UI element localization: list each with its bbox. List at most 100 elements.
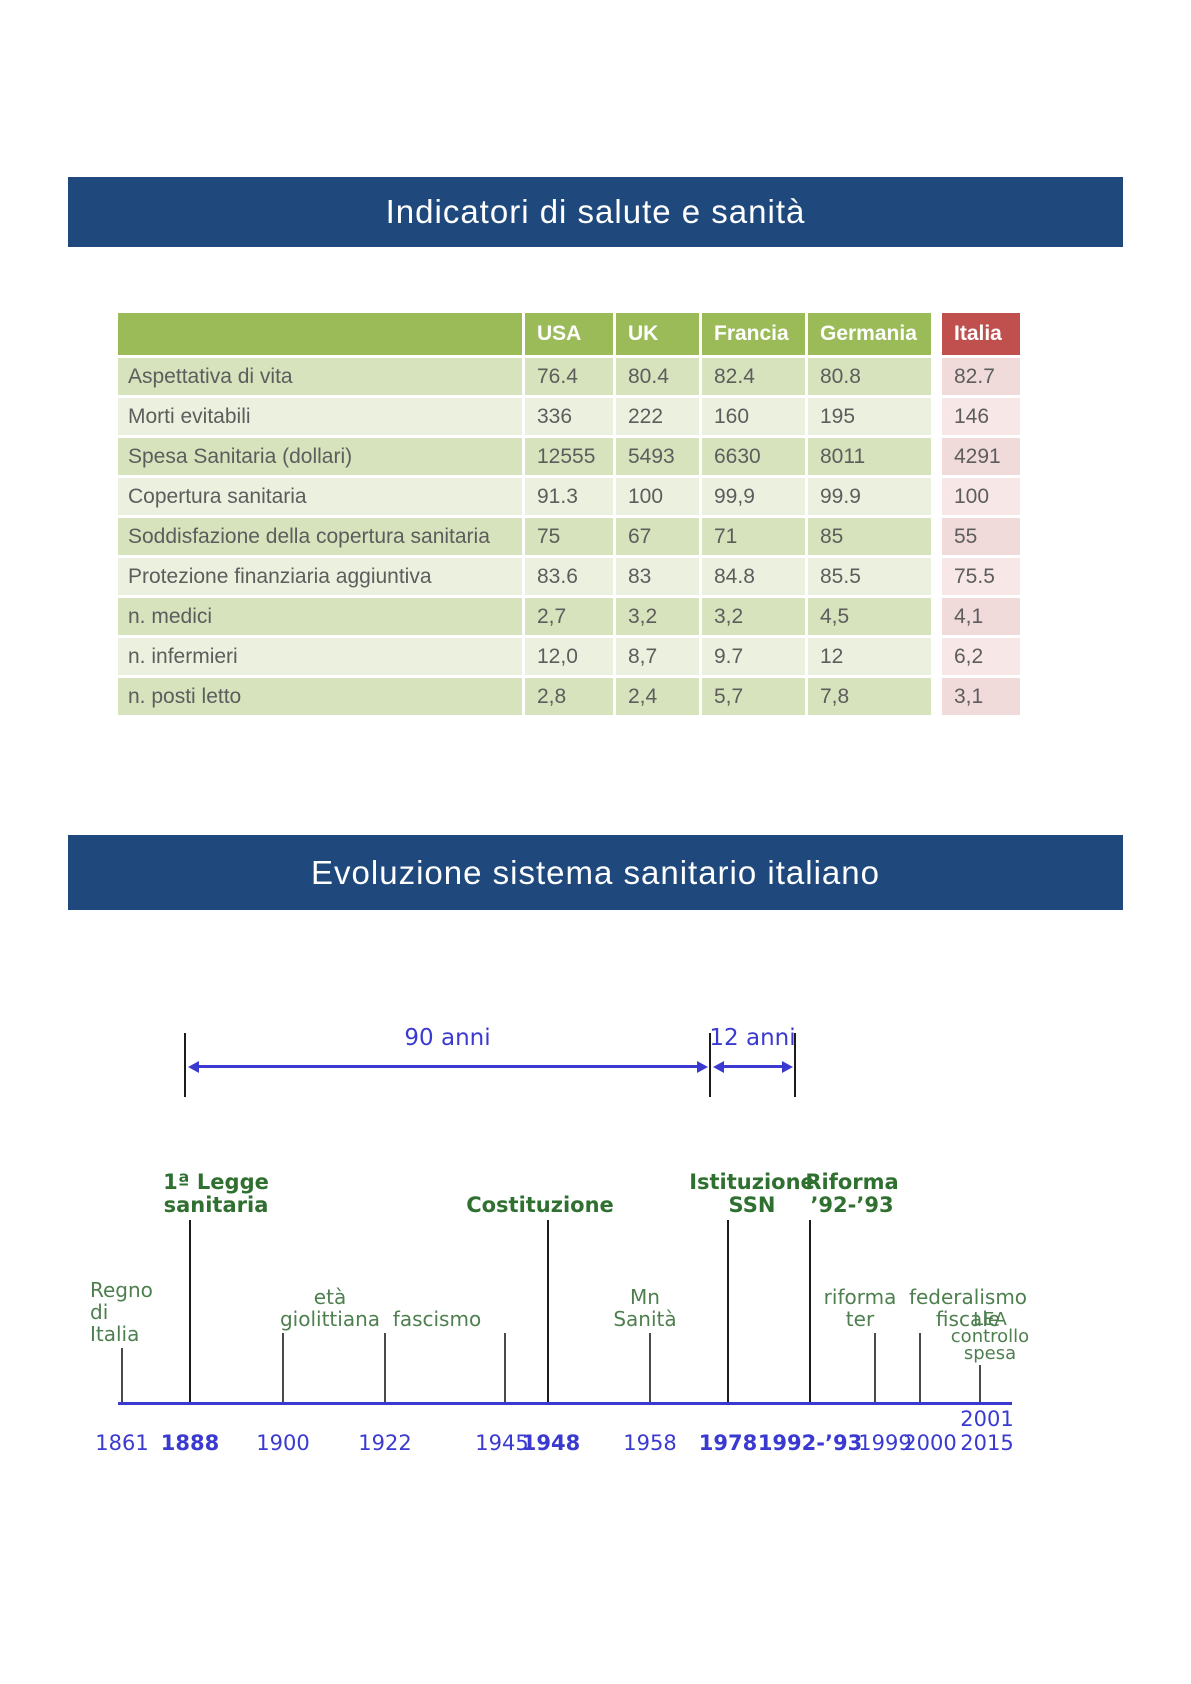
- table-cell-value: 2,4: [616, 678, 699, 715]
- table-cell-value: 12: [808, 638, 931, 675]
- table-cell-value: 3,2: [702, 598, 805, 635]
- table-cell-value: 5493: [616, 438, 699, 475]
- table-cell-value: 4,1: [942, 598, 1020, 635]
- event-tick: [384, 1333, 386, 1404]
- event-label-major: Costituzione: [466, 1193, 614, 1217]
- duration-arrow: [195, 1065, 700, 1068]
- event-label-minor: riforma ter: [823, 1285, 897, 1331]
- event-label-minor: Regno di Italia: [90, 1278, 153, 1346]
- event-label-minor: federalismo fiscale: [908, 1285, 1028, 1331]
- table-cell-value: 6,2: [942, 638, 1020, 675]
- timeline-year: 1888: [160, 1431, 220, 1455]
- event-label-minor: fascismo: [392, 1307, 482, 1331]
- table-row-spacer: [934, 678, 939, 715]
- table-cell-value: 80.4: [616, 358, 699, 395]
- table-row-label: n. infermieri: [118, 638, 522, 675]
- event-label-major: Riforma ’92-’93: [805, 1170, 899, 1217]
- table-column-header-uk: UK: [616, 313, 699, 355]
- timeline-year: 1992-’93: [757, 1431, 863, 1455]
- table-cell-value: 3,1: [942, 678, 1020, 715]
- duration-label: 90 anni: [404, 1025, 491, 1051]
- table-cell-value: 195: [808, 398, 931, 435]
- table-row-label: Aspettativa di vita: [118, 358, 522, 395]
- table-row-spacer: [934, 438, 939, 475]
- timeline-year: 1948: [521, 1431, 581, 1455]
- timeline-year: 1922: [358, 1431, 412, 1455]
- evolution-timeline-diagram: 90 anni 12 anni 1ª Legge sanitaria Costituz…: [75, 955, 1115, 1460]
- event-tick: [282, 1333, 284, 1404]
- event-line: [809, 1220, 811, 1404]
- table-cell-value: 100: [942, 478, 1020, 515]
- event-label-minor: Mn Sanità: [613, 1285, 677, 1331]
- table-row-spacer: [934, 358, 939, 395]
- event-label-minor: LEA controllo spesa: [950, 1309, 1030, 1364]
- table-cell-value: 85.5: [808, 558, 931, 595]
- section1-title: Indicatori di salute e sanità: [385, 193, 806, 230]
- section-banner-evoluzione: Evoluzione sistema sanitario italiano: [68, 835, 1123, 910]
- timeline-year: 1978: [698, 1431, 758, 1455]
- table-cell-value: 12555: [525, 438, 613, 475]
- table-cell-value: 8,7: [616, 638, 699, 675]
- table-row-label: n. posti letto: [118, 678, 522, 715]
- table-header-spacer: [934, 313, 939, 355]
- span-endpoint-bar: [709, 1033, 711, 1097]
- table-cell-value: 75.5: [942, 558, 1020, 595]
- table-row-spacer: [934, 518, 939, 555]
- table-cell-value: 3,2: [616, 598, 699, 635]
- event-tick: [649, 1333, 651, 1404]
- table-cell-value: 71: [702, 518, 805, 555]
- table-cell-value: 2,7: [525, 598, 613, 635]
- arrow-head-left-icon: [713, 1061, 724, 1073]
- table-row-label: Copertura sanitaria: [118, 478, 522, 515]
- timeline-year: 2001: [960, 1407, 1014, 1431]
- table-cell-value: 6630: [702, 438, 805, 475]
- table-cell-value: 84.8: [702, 558, 805, 595]
- table-cell-value: 55: [942, 518, 1020, 555]
- timeline-year: 1861: [95, 1431, 149, 1455]
- table-cell-value: 100: [616, 478, 699, 515]
- table-row-spacer: [934, 398, 939, 435]
- table-row-label: Spesa Sanitaria (dollari): [118, 438, 522, 475]
- event-line: [189, 1220, 191, 1404]
- table-cell-value: 85: [808, 518, 931, 555]
- table-cell-value: 2,8: [525, 678, 613, 715]
- table-row-label: n. medici: [118, 598, 522, 635]
- event-line: [547, 1220, 549, 1404]
- table-column-header-germania: Germania: [808, 313, 931, 355]
- table-row-spacer: [934, 558, 939, 595]
- table-cell-value: 7,8: [808, 678, 931, 715]
- table-cell-value: 8011: [808, 438, 931, 475]
- table-row-spacer: [934, 598, 939, 635]
- span-endpoint-bar: [794, 1033, 796, 1097]
- table-row-label: Protezione finanziaria aggiuntiva: [118, 558, 522, 595]
- table-cell-value: 9.7: [702, 638, 805, 675]
- table-column-header-italia: Italia: [942, 313, 1020, 355]
- event-tick: [874, 1333, 876, 1404]
- event-label-major: Istituzione SSN: [689, 1170, 815, 1217]
- table-cell-value: 83: [616, 558, 699, 595]
- table-cell-value: 67: [616, 518, 699, 555]
- arrow-head-left-icon: [188, 1061, 199, 1073]
- table-cell-value: 75: [525, 518, 613, 555]
- timeline-year: 1999: [858, 1431, 912, 1455]
- event-tick: [979, 1365, 981, 1404]
- section2-title: Evoluzione sistema sanitario italiano: [311, 853, 880, 891]
- timeline-year: 2015: [960, 1431, 1014, 1455]
- table-cell-value: 146: [942, 398, 1020, 435]
- table-cell-value: 99.9: [808, 478, 931, 515]
- table-cell-value: 91.3: [525, 478, 613, 515]
- event-tick: [504, 1333, 506, 1404]
- timeline-year: 1958: [623, 1431, 677, 1455]
- event-label-minor: età giolittiana: [279, 1285, 381, 1331]
- health-indicators-table: USA UK Francia Germania Italia Aspettativa di…: [118, 313, 1020, 715]
- table-corner-cell: [118, 313, 522, 355]
- event-label-major: 1ª Legge sanitaria: [163, 1170, 269, 1217]
- event-tick: [919, 1333, 921, 1404]
- timeline-year: 2000: [903, 1431, 957, 1455]
- timeline-axis: [118, 1402, 1012, 1405]
- table-cell-value: 4291: [942, 438, 1020, 475]
- table-cell-value: 4,5: [808, 598, 931, 635]
- table-cell-value: 83.6: [525, 558, 613, 595]
- duration-arrow: [720, 1065, 785, 1068]
